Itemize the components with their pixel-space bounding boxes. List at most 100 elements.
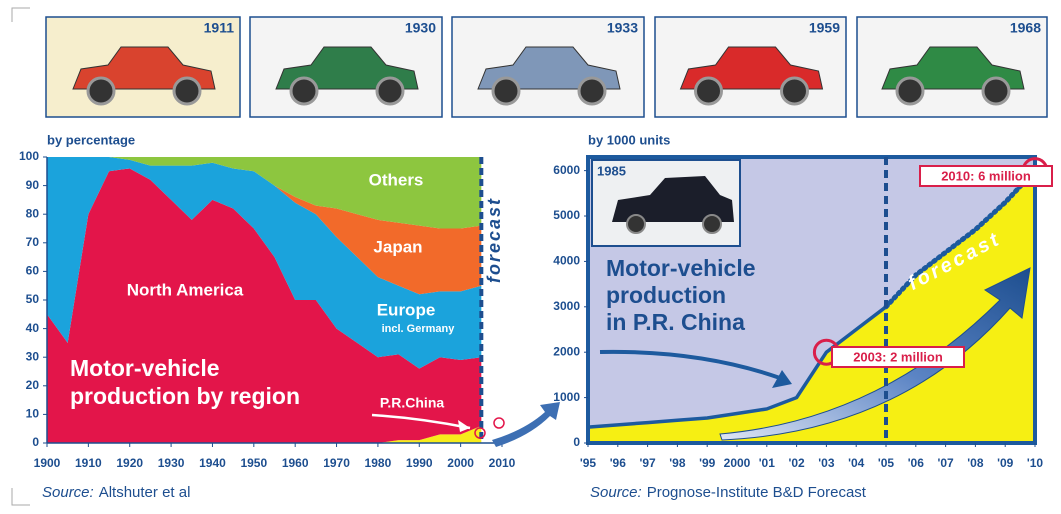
x-tick-label: 1900 (34, 456, 61, 470)
marker (474, 427, 486, 439)
y-tick-label: 80 (26, 206, 40, 220)
corner-mark (11, 7, 30, 22)
car-body (477, 46, 621, 90)
y-tick-label: 10 (26, 407, 40, 421)
car-wheel (577, 76, 607, 106)
x-tick-label: '96 (610, 456, 627, 470)
x-tick-label: 1950 (240, 456, 267, 470)
plot-frame (586, 155, 1037, 445)
annotation-text: 2003: 2 million (853, 349, 943, 364)
y-tick-label: 1000 (553, 390, 580, 404)
car-body (881, 46, 1025, 90)
car-year: 1968 (1010, 20, 1041, 36)
annotation-box (919, 165, 1053, 187)
car-picture: 1930 (249, 16, 443, 118)
car-wheel (491, 76, 521, 106)
x-tick-label: '03 (818, 456, 835, 470)
title-arrow (599, 349, 781, 380)
x-tick-label: 1990 (406, 456, 433, 470)
car-year: 1911 (204, 20, 235, 36)
car-picture: 1933 (451, 16, 645, 118)
car-picture: 1911 (45, 16, 241, 118)
x-tick-label: '04 (848, 456, 865, 470)
car-wheel (694, 76, 723, 106)
area (47, 168, 482, 443)
car-year: 1933 (607, 20, 638, 36)
x-tick-label: '05 (878, 456, 895, 470)
car-year: 1930 (405, 20, 436, 36)
chart-title: in P.R. China (606, 309, 745, 335)
y-tick-label: 5000 (553, 208, 580, 222)
y-tick-label: 30 (26, 349, 40, 363)
chart-title: production (606, 282, 726, 308)
series-label: Europe (377, 300, 436, 319)
x-tick-label: '95 (580, 456, 597, 470)
x-tick-label: '01 (759, 456, 776, 470)
car-wheel (981, 76, 1011, 106)
x-tick-label: '09 (997, 456, 1014, 470)
x-tick-label: '02 (788, 456, 805, 470)
x-tick-label: 1970 (323, 456, 350, 470)
axis-title: by percentage (47, 132, 135, 147)
annotation-text: 2010: 6 million (941, 168, 1031, 183)
car-wheel (86, 76, 116, 106)
y-tick-label: 100 (19, 149, 39, 163)
x-tick-label: '98 (669, 456, 686, 470)
car-body (679, 46, 824, 90)
x-tick-label: '06 (908, 456, 925, 470)
source: Source: Altshuter et al (42, 484, 190, 501)
car-wheel (780, 76, 809, 106)
forecast-label: forecast (484, 197, 504, 283)
car-picture: 1968 (856, 16, 1048, 118)
y-tick-label: 2000 (553, 344, 580, 358)
source-text: Altshuter et al (99, 484, 191, 501)
y-tick-label: 70 (26, 235, 40, 249)
car-wheel (289, 76, 319, 106)
car-picture: 1959 (654, 16, 847, 118)
x-tick-label: '97 (639, 456, 656, 470)
y-tick-label: 6000 (553, 163, 580, 177)
x-tick-label: '99 (699, 456, 716, 470)
x-tick-label: 1910 (75, 456, 102, 470)
series-label: Japan (373, 237, 422, 256)
x-tick-label: 1940 (199, 456, 226, 470)
x-tick-label: 1920 (116, 456, 143, 470)
y-tick-label: 4000 (553, 254, 580, 268)
marker (493, 417, 505, 429)
title-arrowhead (772, 370, 792, 388)
y-tick-label: 90 (26, 178, 40, 192)
x-tick-label: 1930 (158, 456, 185, 470)
car-body (72, 46, 216, 90)
series-label: Others (369, 170, 424, 189)
chart-title: Motor-vehicle (606, 255, 756, 281)
chart-title: production by region (70, 383, 300, 409)
x-tick-label: '07 (937, 456, 954, 470)
y-tick-label: 50 (26, 292, 40, 306)
car-wheel (895, 76, 925, 106)
area (47, 157, 482, 229)
series-note: incl. Germany (382, 323, 456, 335)
x-tick-label: 1960 (282, 456, 309, 470)
connector-arrow (492, 402, 560, 447)
x-tick-label: 1980 (365, 456, 392, 470)
x-tick-label: '10 (1027, 456, 1044, 470)
inset-wheel (702, 214, 722, 234)
area (47, 157, 482, 295)
annotation-box (831, 346, 965, 368)
y-tick-label: 0 (32, 435, 39, 449)
car-body (275, 46, 419, 90)
source-label: Source: (42, 484, 94, 501)
line (883, 168, 1038, 310)
y-tick-label: 60 (26, 264, 40, 278)
inset-wheel (626, 214, 646, 234)
chart-title: Motor-vehicle (70, 355, 220, 381)
source-text: Prognose-Institute B&D Forecast (647, 484, 867, 501)
axis-title: by 1000 units (588, 132, 670, 147)
growth-arrow (719, 267, 1031, 441)
source-label: Source: (590, 484, 642, 501)
series-label: P.R.China (380, 395, 445, 411)
corner-mark (11, 488, 30, 506)
series-label: North America (127, 280, 244, 299)
